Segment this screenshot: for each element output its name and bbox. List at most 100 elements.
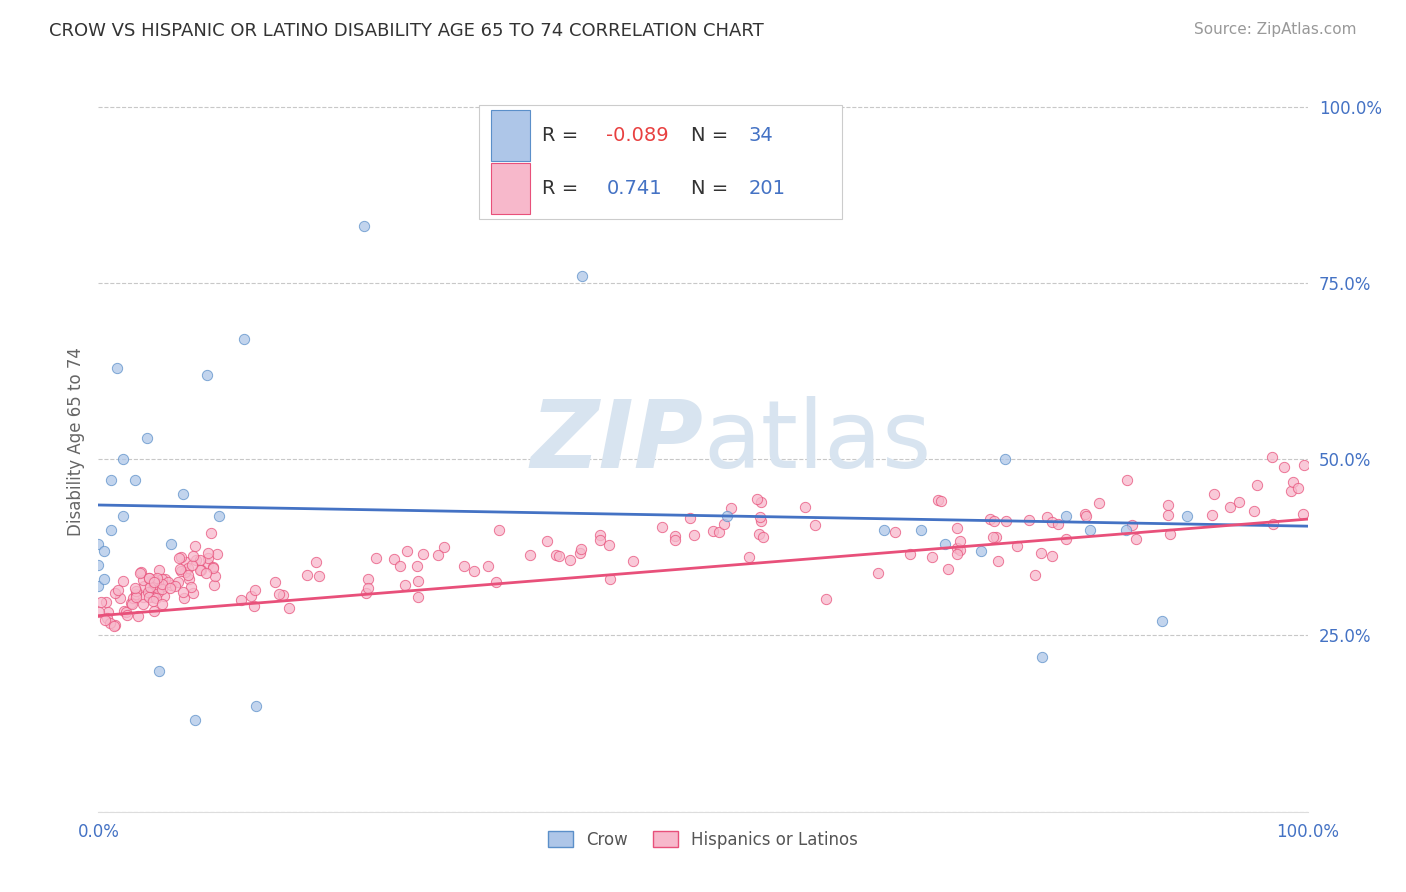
Point xyxy=(139,580,162,594)
Point xyxy=(1227,495,1250,509)
Point xyxy=(98,615,121,630)
Point xyxy=(1125,532,1147,546)
Point xyxy=(172,585,194,599)
Point xyxy=(1031,546,1053,560)
Point xyxy=(197,551,219,566)
Point xyxy=(177,568,200,582)
Point xyxy=(983,514,1005,528)
Point xyxy=(170,564,193,578)
Point xyxy=(204,568,226,582)
Point xyxy=(142,590,165,604)
Text: 0.741: 0.741 xyxy=(606,179,662,198)
Point xyxy=(1040,549,1063,563)
Point xyxy=(115,608,138,623)
Point xyxy=(142,574,165,588)
Point xyxy=(1219,500,1241,514)
Point xyxy=(160,537,183,551)
Point xyxy=(146,571,169,585)
Point xyxy=(548,549,571,563)
Point xyxy=(179,572,201,586)
Point xyxy=(748,509,770,524)
Point xyxy=(132,597,155,611)
Point xyxy=(477,559,499,574)
Point xyxy=(135,431,157,445)
Point xyxy=(107,582,129,597)
Point xyxy=(994,452,1017,467)
Point xyxy=(1018,512,1040,526)
Point xyxy=(994,514,1017,528)
Point xyxy=(1074,507,1097,521)
Point xyxy=(125,583,148,598)
Point xyxy=(1175,508,1198,523)
Point xyxy=(900,547,922,561)
Point xyxy=(1054,532,1077,546)
Point xyxy=(125,587,148,601)
Point xyxy=(884,525,907,540)
Point xyxy=(145,591,167,606)
Point xyxy=(124,581,146,595)
Point xyxy=(143,575,166,590)
Point xyxy=(949,543,972,558)
Point xyxy=(104,585,127,599)
Point xyxy=(138,571,160,585)
Point xyxy=(599,572,621,586)
Point xyxy=(463,564,485,578)
Point xyxy=(1279,483,1302,498)
Point xyxy=(177,561,200,575)
Point xyxy=(148,582,170,596)
Point xyxy=(981,530,1004,544)
Point xyxy=(664,529,686,543)
Point xyxy=(1288,482,1310,496)
Point xyxy=(1115,474,1137,488)
Point xyxy=(910,523,932,537)
Point xyxy=(169,562,191,576)
Point xyxy=(987,554,1010,568)
Point xyxy=(87,558,110,572)
Text: 34: 34 xyxy=(749,126,773,145)
Point xyxy=(94,613,117,627)
Point xyxy=(453,559,475,574)
Point xyxy=(138,591,160,605)
Point xyxy=(111,508,134,523)
Point xyxy=(814,591,837,606)
Point xyxy=(1272,459,1295,474)
Point xyxy=(357,572,380,586)
Point xyxy=(129,565,152,579)
Point xyxy=(146,585,169,599)
Point xyxy=(142,582,165,597)
Point xyxy=(90,595,112,609)
Point xyxy=(156,574,179,589)
Point xyxy=(1031,649,1053,664)
Point xyxy=(1157,508,1180,522)
Point xyxy=(173,591,195,605)
Point xyxy=(568,546,591,560)
Point xyxy=(1078,523,1101,537)
Point xyxy=(598,538,620,552)
Point xyxy=(278,601,301,615)
Point xyxy=(122,591,145,606)
Point xyxy=(749,494,772,508)
Point xyxy=(131,574,153,588)
FancyBboxPatch shape xyxy=(479,104,842,219)
Point xyxy=(150,576,173,591)
Point xyxy=(571,268,593,283)
Point xyxy=(1157,498,1180,512)
Point xyxy=(929,493,952,508)
Point xyxy=(160,578,183,592)
Point xyxy=(184,553,207,567)
Y-axis label: Disability Age 65 to 74: Disability Age 65 to 74 xyxy=(66,347,84,536)
Point xyxy=(305,555,328,569)
Point xyxy=(1292,458,1315,473)
Point xyxy=(406,558,429,573)
Point xyxy=(93,572,115,586)
Point xyxy=(229,593,252,607)
Point xyxy=(1152,615,1174,629)
Point xyxy=(1074,508,1097,523)
Point xyxy=(125,590,148,604)
Point xyxy=(353,219,375,234)
Point xyxy=(946,548,969,562)
Point xyxy=(1047,516,1070,531)
Text: Source: ZipAtlas.com: Source: ZipAtlas.com xyxy=(1194,22,1357,37)
Point xyxy=(946,521,969,535)
Text: -0.089: -0.089 xyxy=(606,126,669,145)
